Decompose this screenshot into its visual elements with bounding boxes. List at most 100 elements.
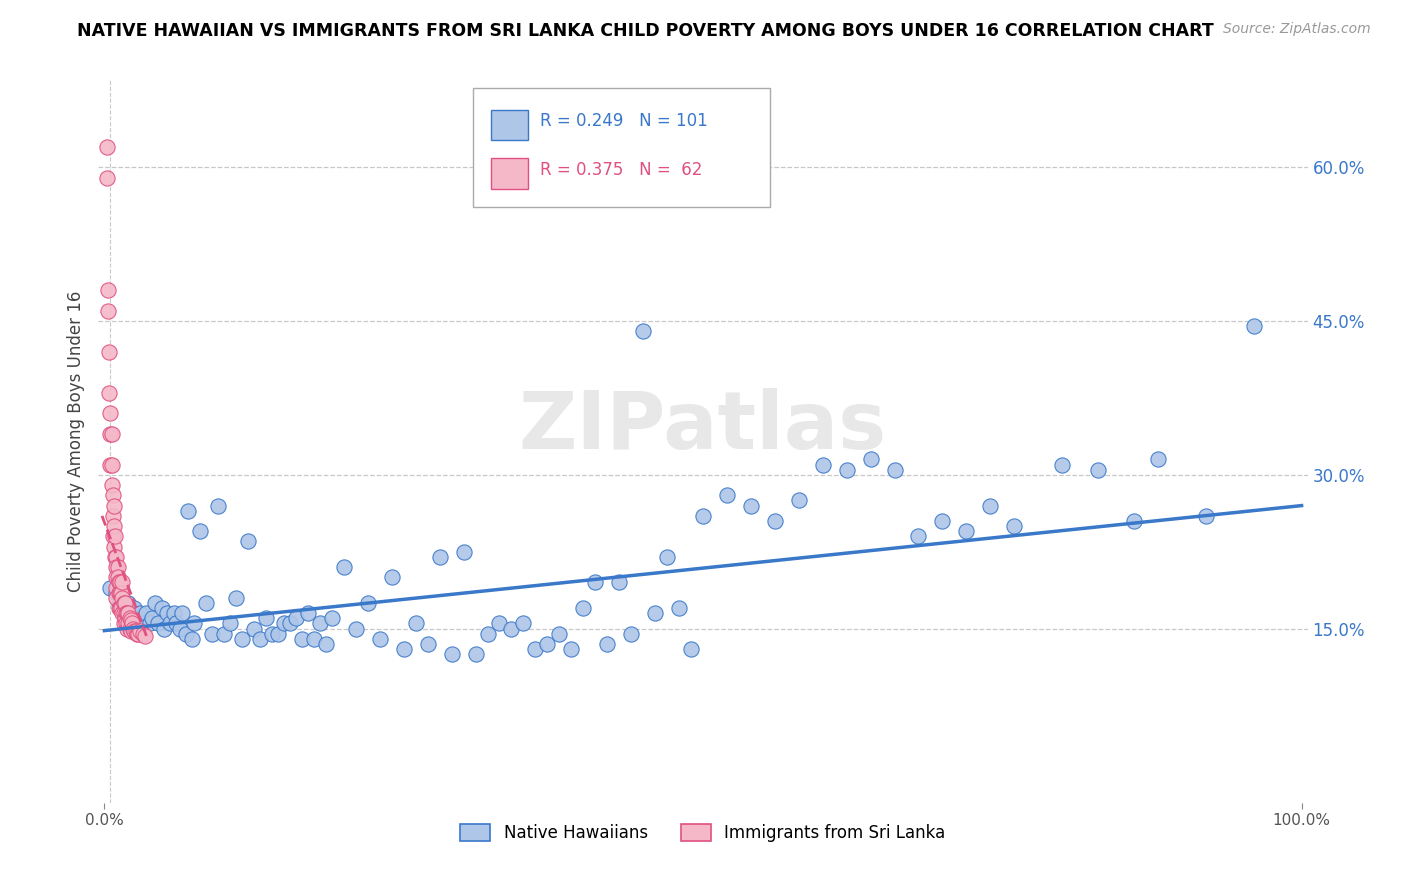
- Point: [548, 626, 571, 640]
- Point: [763, 514, 786, 528]
- Point: [159, 616, 181, 631]
- Point: [105, 570, 128, 584]
- Point: [115, 616, 138, 631]
- Point: [100, 426, 122, 441]
- Point: [183, 616, 205, 631]
- Point: [120, 624, 142, 638]
- Point: [105, 581, 128, 595]
- Point: [100, 406, 122, 420]
- Point: [524, 642, 547, 657]
- Point: [115, 622, 138, 636]
- Point: [979, 499, 1001, 513]
- Point: [100, 458, 122, 472]
- Point: [1147, 452, 1170, 467]
- Point: [1087, 463, 1109, 477]
- Point: [668, 601, 690, 615]
- Point: [254, 611, 277, 625]
- Point: [111, 575, 134, 590]
- Point: [124, 601, 146, 615]
- Point: [115, 606, 138, 620]
- Point: [96, 170, 118, 185]
- Point: [112, 616, 135, 631]
- Point: [112, 596, 135, 610]
- Point: [631, 324, 654, 338]
- Point: [121, 616, 143, 631]
- Point: [120, 613, 142, 627]
- Point: [129, 624, 152, 638]
- Point: [107, 575, 129, 590]
- Point: [104, 529, 127, 543]
- Point: [107, 585, 129, 599]
- Point: [787, 493, 810, 508]
- Point: [195, 596, 218, 610]
- Point: [333, 560, 356, 574]
- Point: [249, 632, 271, 646]
- Point: [429, 549, 451, 564]
- Point: [859, 452, 882, 467]
- Point: [108, 575, 131, 590]
- Y-axis label: Child Poverty Among Boys Under 16: Child Poverty Among Boys Under 16: [66, 291, 84, 592]
- Point: [98, 385, 121, 400]
- Point: [219, 616, 242, 631]
- Point: [114, 611, 136, 625]
- Point: [596, 637, 619, 651]
- Point: [107, 601, 129, 615]
- Point: [103, 499, 125, 513]
- Point: [278, 616, 301, 631]
- Point: [692, 508, 714, 523]
- Point: [101, 529, 124, 543]
- Text: R = 0.249   N = 101: R = 0.249 N = 101: [540, 112, 707, 130]
- Point: [835, 463, 858, 477]
- Legend: Native Hawaiians, Immigrants from Sri Lanka: Native Hawaiians, Immigrants from Sri La…: [454, 817, 952, 848]
- Point: [114, 596, 136, 610]
- Point: [180, 632, 202, 646]
- Text: NATIVE HAWAIIAN VS IMMIGRANTS FROM SRI LANKA CHILD POVERTY AMONG BOYS UNDER 16 C: NATIVE HAWAIIAN VS IMMIGRANTS FROM SRI L…: [77, 22, 1213, 40]
- Point: [212, 626, 235, 640]
- Point: [101, 488, 124, 502]
- Point: [207, 499, 229, 513]
- Point: [416, 637, 439, 651]
- Point: [141, 611, 163, 625]
- Point: [118, 611, 141, 625]
- Point: [236, 534, 259, 549]
- Point: [931, 514, 953, 528]
- Point: [297, 606, 319, 620]
- Text: ZIPatlas: ZIPatlas: [519, 388, 887, 467]
- Point: [201, 626, 224, 640]
- Point: [620, 626, 643, 640]
- Point: [117, 606, 139, 620]
- Point: [321, 611, 343, 625]
- Point: [243, 622, 266, 636]
- Point: [536, 637, 558, 651]
- Point: [107, 560, 129, 574]
- Point: [124, 624, 146, 638]
- Point: [811, 458, 834, 472]
- Point: [172, 606, 194, 620]
- Point: [127, 611, 149, 625]
- Point: [97, 304, 120, 318]
- Point: [96, 140, 118, 154]
- Point: [107, 596, 129, 610]
- Point: [955, 524, 977, 539]
- Point: [284, 611, 307, 625]
- Point: [104, 549, 127, 564]
- Point: [163, 606, 186, 620]
- Point: [1243, 319, 1265, 334]
- FancyBboxPatch shape: [492, 158, 527, 189]
- Point: [125, 626, 148, 640]
- Point: [107, 570, 129, 584]
- Point: [105, 591, 128, 605]
- Point: [302, 632, 325, 646]
- Point: [572, 601, 595, 615]
- Point: [150, 601, 173, 615]
- FancyBboxPatch shape: [492, 110, 527, 140]
- Point: [1195, 508, 1218, 523]
- Point: [440, 647, 463, 661]
- Point: [273, 616, 295, 631]
- Point: [98, 344, 121, 359]
- Point: [115, 601, 138, 615]
- Point: [501, 622, 523, 636]
- Point: [174, 626, 197, 640]
- Text: R = 0.375   N =  62: R = 0.375 N = 62: [540, 161, 702, 179]
- Point: [260, 626, 283, 640]
